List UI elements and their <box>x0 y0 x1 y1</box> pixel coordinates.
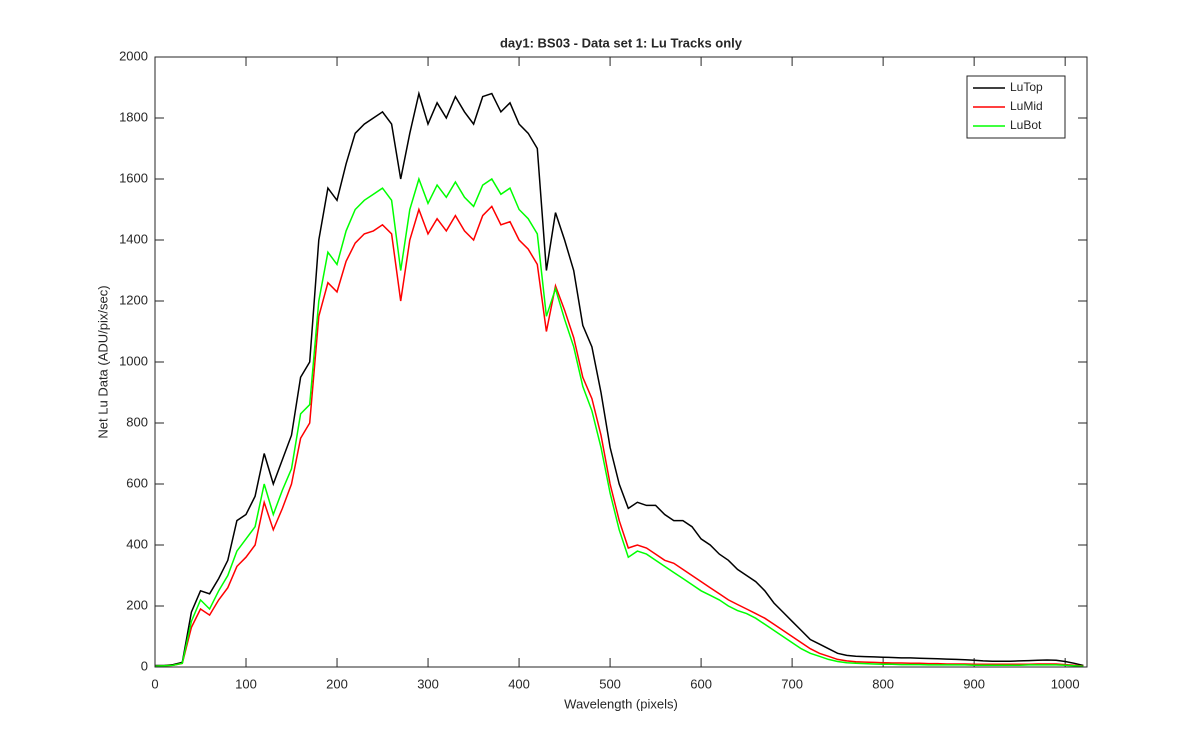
x-tick-label: 200 <box>326 676 348 691</box>
data-line <box>154 205 1084 667</box>
x-tick-label: 1000 <box>1051 676 1080 691</box>
legend-label: LuMid <box>1010 99 1043 113</box>
chart-title: day1: BS03 - Data set 1: Lu Tracks only <box>500 35 743 50</box>
y-tick-label: 0 <box>141 658 148 673</box>
legend-label: LuTop <box>1010 80 1043 94</box>
y-tick-label: 2000 <box>119 48 148 63</box>
x-tick-label: 900 <box>963 676 985 691</box>
y-tick-label: 800 <box>126 414 148 429</box>
x-tick-label: 600 <box>690 676 712 691</box>
y-tick-label: 600 <box>126 475 148 490</box>
x-tick-label: 700 <box>781 676 803 691</box>
y-tick-label: 1800 <box>119 109 148 124</box>
x-tick-label: 400 <box>508 676 530 691</box>
x-tick-label: 300 <box>417 676 439 691</box>
y-tick-label: 1000 <box>119 353 148 368</box>
y-axis-label: Net Lu Data (ADU/pix/sec) <box>95 285 110 438</box>
legend-label: LuBot <box>1010 118 1042 132</box>
x-tick-label: 800 <box>872 676 894 691</box>
x-tick-label: 0 <box>151 676 158 691</box>
data-line <box>155 90 1084 667</box>
x-tick-label: 500 <box>599 676 621 691</box>
y-tick-label: 1200 <box>119 292 148 307</box>
data-line <box>154 176 1084 668</box>
x-axis-label: Wavelength (pixels) <box>564 696 678 711</box>
x-tick-label: 100 <box>235 676 257 691</box>
y-tick-label: 1400 <box>119 231 148 246</box>
plot-area <box>155 57 1087 667</box>
y-tick-label: 1600 <box>119 170 148 185</box>
y-tick-label: 200 <box>126 597 148 612</box>
axes-box <box>154 56 1088 668</box>
y-tick-label: 400 <box>126 536 148 551</box>
